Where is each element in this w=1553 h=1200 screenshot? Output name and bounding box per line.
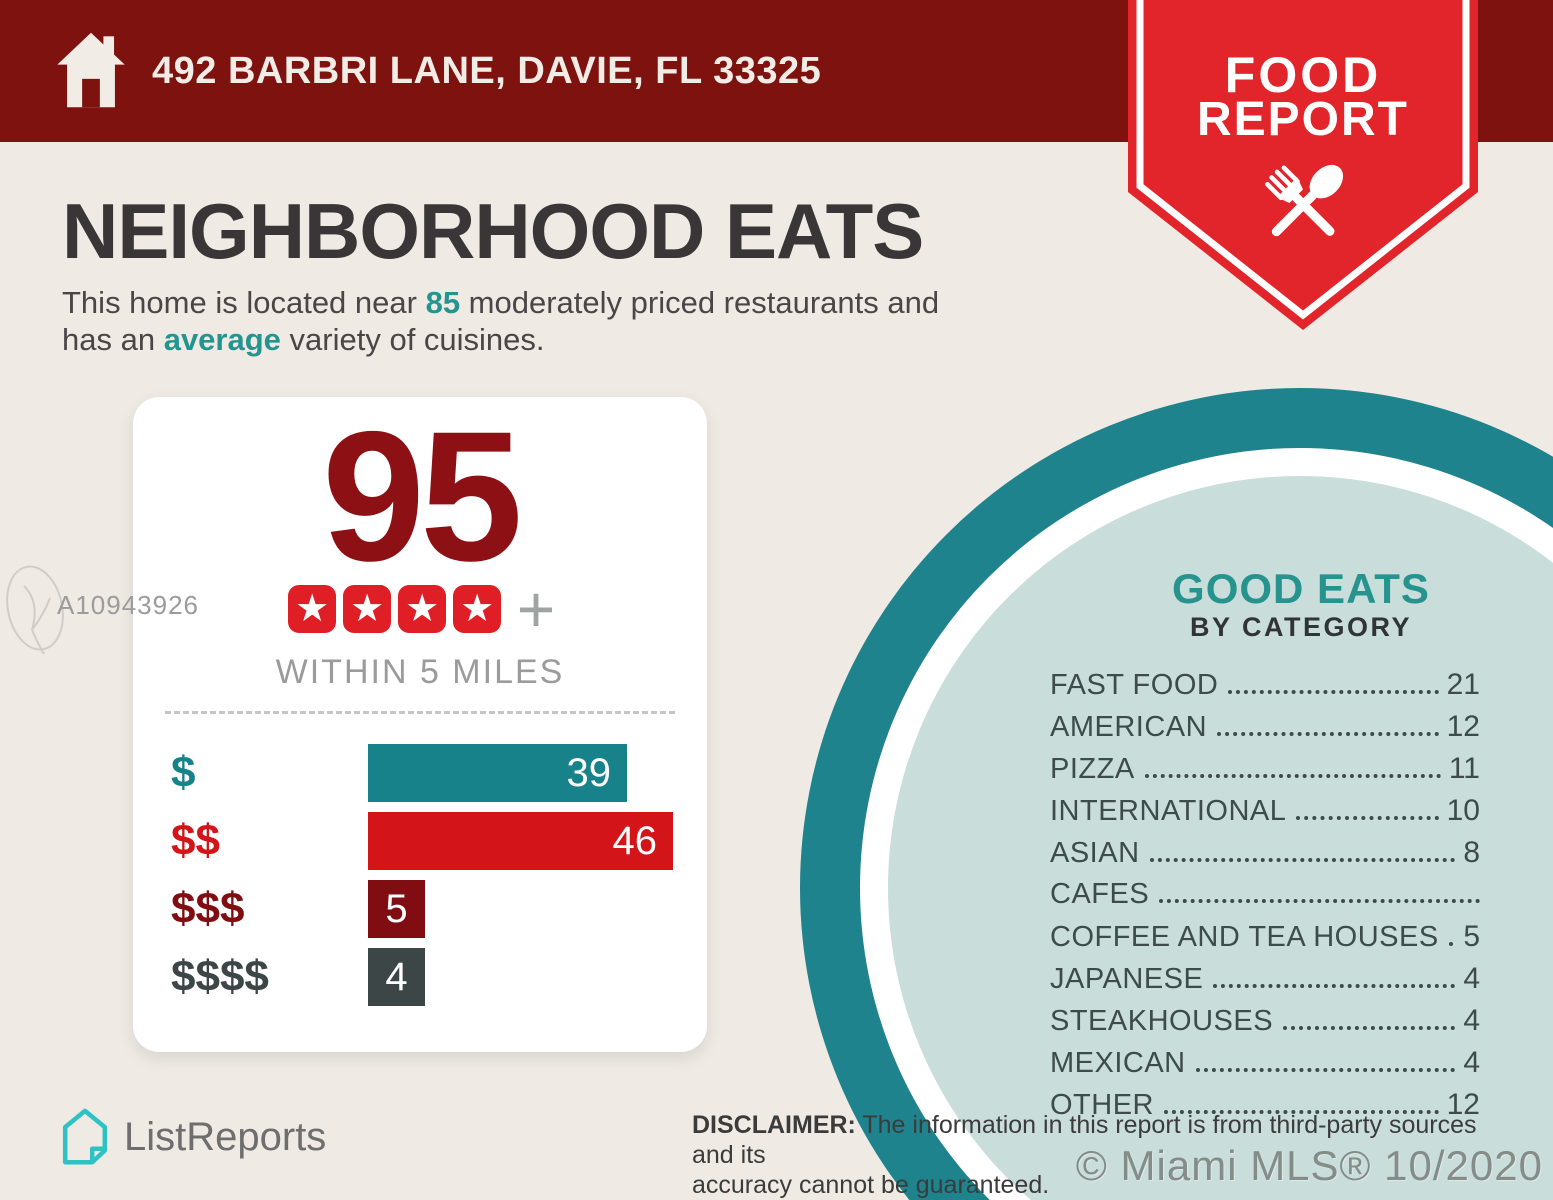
dotted-leader xyxy=(1164,1110,1439,1114)
category-label: INTERNATIONAL xyxy=(1050,795,1287,827)
category-label: ASIAN xyxy=(1050,837,1140,869)
intro-line2-pre: has an xyxy=(62,322,164,357)
price-bar: 5 xyxy=(368,880,425,938)
price-level-label: $$$ xyxy=(171,884,245,933)
category-value: 10 xyxy=(1446,794,1480,827)
price-level-label: $$$$ xyxy=(171,952,269,1001)
price-level-label: $ xyxy=(171,748,196,797)
star-icon: ★ xyxy=(288,585,337,633)
category-row: CAFES xyxy=(1050,878,1480,920)
category-label: FAST FOOD xyxy=(1050,669,1219,701)
within-miles-label: WITHIN 5 MILES xyxy=(275,653,565,691)
category-value: 21 xyxy=(1446,668,1480,701)
disclaimer: DISCLAIMER: The information in this repo… xyxy=(692,1110,1512,1200)
property-address: 492 BARBRI LANE, DAVIE, FL 33325 xyxy=(152,50,822,92)
mls-copyright-watermark: © Miami MLS® 10/2020 xyxy=(1075,1142,1543,1189)
category-value: 4 xyxy=(1463,1046,1480,1079)
price-bar-row: $39 xyxy=(133,744,707,802)
price-bar: 39 xyxy=(368,744,627,802)
home-icon xyxy=(52,26,130,119)
restaurant-score: 95 xyxy=(322,394,523,600)
mls-id-watermark: A10943926 xyxy=(57,590,200,620)
category-row: ASIAN 8 xyxy=(1050,836,1480,878)
food-report-badge: FOOD REPORT xyxy=(1128,0,1478,335)
good-eats-subtitle: BY CATEGORY xyxy=(1189,612,1413,642)
variety-highlight: average xyxy=(163,322,281,357)
category-value: 12 xyxy=(1446,710,1480,743)
price-level-label: $$ xyxy=(171,816,220,865)
category-row: COFFEE AND TEA HOUSES 5 xyxy=(1050,920,1480,962)
price-bar-value: 46 xyxy=(612,818,658,863)
ribbon-shape xyxy=(1128,0,1478,330)
price-bar-row: $$ 46 xyxy=(133,812,707,870)
category-value: 5 xyxy=(1463,920,1480,953)
badge-line2: REPORT xyxy=(1196,93,1409,146)
category-label: CAFES xyxy=(1050,878,1150,910)
category-label: JAPANESE xyxy=(1050,963,1204,995)
category-row: MEXICAN 4 xyxy=(1050,1046,1480,1088)
category-label: OTHER xyxy=(1050,1089,1154,1121)
intro-line2-post: variety of cuisines. xyxy=(280,322,545,357)
plus-icon: + xyxy=(516,572,556,646)
category-label: PIZZA xyxy=(1050,753,1135,785)
category-value: 4 xyxy=(1463,962,1480,995)
price-bar: 4 xyxy=(368,948,425,1006)
dotted-leader xyxy=(1149,858,1456,862)
score-card: 95 ★ ★ ★ ★ + WITHIN 5 MILES $39 $$ 46 $$$ 5 $$$$ 4 xyxy=(133,397,707,1052)
intro-line1-pre: This home is located near xyxy=(62,285,426,320)
star-icon: ★ xyxy=(343,585,392,633)
disclaimer-line1: The information in this report is from t… xyxy=(692,1111,1477,1169)
category-row: STEAKHOUSES 4 xyxy=(1050,1004,1480,1046)
disclaimer-line2: accuracy cannot be guaranteed. xyxy=(692,1171,1050,1199)
category-row: JAPANESE 4 xyxy=(1050,962,1480,1004)
intro-text: This home is located near 85 moderately … xyxy=(62,284,939,358)
category-value: 4 xyxy=(1463,1004,1480,1037)
category-value: 11 xyxy=(1448,752,1480,785)
category-row: FAST FOOD 21 xyxy=(1050,668,1480,710)
price-bar-value: 4 xyxy=(385,954,408,999)
dotted-leader xyxy=(1217,732,1439,736)
star-icon: ★ xyxy=(398,585,447,633)
restaurant-count: 85 xyxy=(425,285,461,320)
dotted-leader xyxy=(1448,942,1456,946)
price-bar: 46 xyxy=(368,812,673,870)
category-list: FAST FOOD 21 AMERICAN 12 PIZZA 11 INTERNATIONA… xyxy=(1050,668,1480,1130)
badge-line1: FOOD xyxy=(1224,47,1382,103)
price-bar-row: $$$$ 4 xyxy=(133,948,707,1006)
category-row: PIZZA 11 xyxy=(1050,752,1480,794)
listreports-logo: ListReports xyxy=(58,1106,326,1168)
price-bar-chart: $39 $$ 46 $$$ 5 $$$$ 4 xyxy=(133,744,707,1016)
dotted-leader xyxy=(1283,1026,1456,1030)
category-value: 8 xyxy=(1463,836,1480,869)
category-label: STEAKHOUSES xyxy=(1050,1005,1274,1037)
price-bar-value: 5 xyxy=(385,886,408,931)
listreports-icon xyxy=(62,1108,108,1165)
dotted-leader xyxy=(1228,690,1439,694)
dashed-divider xyxy=(165,711,675,714)
price-bar-row: $$$ 5 xyxy=(133,880,707,938)
category-row: INTERNATIONAL 10 xyxy=(1050,794,1480,836)
dotted-leader xyxy=(1144,774,1441,778)
dotted-leader xyxy=(1296,816,1439,820)
star-rating: ★ ★ ★ ★ + xyxy=(133,572,707,646)
good-eats-title: GOOD EATS xyxy=(1172,565,1430,612)
disclaimer-label: DISCLAIMER: xyxy=(692,1111,856,1139)
dotted-leader xyxy=(1159,899,1480,903)
intro-line1-post: moderately priced restaurants and xyxy=(460,285,940,320)
star-icon: ★ xyxy=(453,585,502,633)
listreports-wordmark: ListReports xyxy=(124,1114,327,1159)
category-row: OTHER 12 xyxy=(1050,1088,1480,1130)
price-bar-value: 39 xyxy=(566,750,612,795)
dotted-leader xyxy=(1195,1068,1456,1072)
mls-watermark-sketch xyxy=(4,558,68,667)
utensils-icon xyxy=(1248,150,1358,265)
category-label: COFFEE AND TEA HOUSES xyxy=(1050,921,1439,953)
category-value: 12 xyxy=(1446,1088,1480,1121)
dotted-leader xyxy=(1213,984,1456,988)
category-label: MEXICAN xyxy=(1050,1047,1186,1079)
category-row: AMERICAN 12 xyxy=(1050,710,1480,752)
category-label: AMERICAN xyxy=(1050,711,1208,743)
page-title: NEIGHBORHOOD EATS xyxy=(62,187,924,275)
